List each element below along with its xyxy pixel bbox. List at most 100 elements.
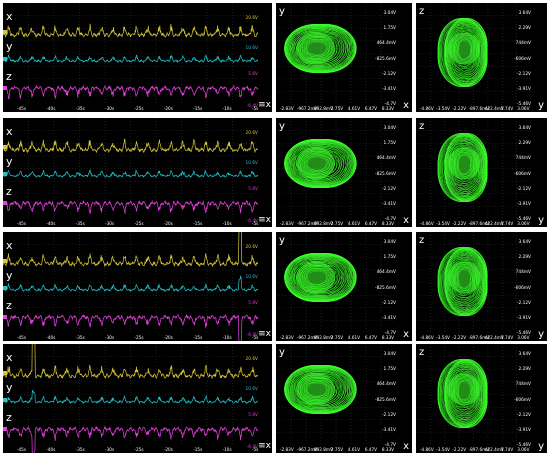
time-tick-label: -5s <box>252 221 259 226</box>
time-tick-label: -30s <box>105 106 115 111</box>
vertical-tick-label: 464.4mV <box>376 156 396 162</box>
vertical-tick-label: 744mV <box>515 270 531 276</box>
vertical-tick-label: -3.41V <box>381 86 396 92</box>
time-tick-label: -15s <box>193 221 203 226</box>
vertical-tick-label: -606mV <box>514 397 531 403</box>
z-scale-label: 5.6V <box>248 72 258 77</box>
scope-screen <box>416 344 531 445</box>
horizontal-tick-label: 3.06V <box>517 221 530 226</box>
scope-screen <box>416 232 531 333</box>
y-channel-marker <box>3 57 7 61</box>
horizontal-tick-label: -2.22V <box>452 221 467 226</box>
time-tick-label: -15s <box>193 335 203 340</box>
vertical-tick-label: -3.91V <box>516 86 531 92</box>
horizontal-tick-label: 8.33V <box>381 447 395 452</box>
z-axis-label: z <box>419 121 425 132</box>
time-tick-label: -25s <box>134 221 144 226</box>
x-trace <box>3 23 259 39</box>
vertical-tick-label: -606mV <box>514 171 531 177</box>
z-negative-scale-label: -6.4V <box>246 219 258 224</box>
time-domain-panel: x y z ≡x 20.6V 10.6V 5.6V -6.4V -45s -40s -35s -30s… <box>3 3 272 112</box>
vertical-tick-label: 2.29V <box>518 255 531 261</box>
x-channel-label: x <box>6 351 13 364</box>
y-scale-label: 10.6V <box>245 387 258 392</box>
y-channel-label: y <box>6 269 13 282</box>
time-tick-label: -35s <box>75 335 85 340</box>
z-channel-label: z <box>6 411 12 424</box>
y-axis-label: y <box>538 100 544 111</box>
x-trace <box>3 232 259 268</box>
horizontal-tick-label: -967.2mV <box>296 106 318 111</box>
attractor-trajectory <box>437 359 488 428</box>
y-channel-label: y <box>6 40 13 53</box>
horizontal-tick-label: -897.6mV <box>468 221 490 226</box>
time-tick-label: -45s <box>17 221 27 226</box>
y-trace <box>3 168 259 179</box>
vertical-tick-label: 464.4mV <box>376 270 396 276</box>
time-tick-label: -10s <box>222 221 232 226</box>
y-channel-marker <box>3 172 7 176</box>
time-tick-label: -20s <box>163 221 173 226</box>
horizontal-tick-label: -4.86V <box>420 106 434 111</box>
phase-portrait-z-vs-y: z y 3.64V 2.29V 744mV -606mV -2.12V -3.91V -5.46… <box>416 232 547 341</box>
time-domain-panel: x y z ≡x 20.6V 10.6V 5.6V -6.4V -45s -40s -35s -30s… <box>3 232 272 341</box>
capture-row: x y z ≡x 20.6V 10.6V 5.6V -6.4V -45s -40s -35s -30s… <box>0 232 550 342</box>
horizontal-tick-label: -2.22V <box>452 335 467 340</box>
vertical-tick-label: -825.6mV <box>375 56 396 62</box>
z-channel-marker <box>3 201 7 205</box>
horizontal-tick-label: 8.33V <box>381 106 395 111</box>
y-trace <box>3 274 259 292</box>
vertical-tick-label: -3.91V <box>516 201 531 207</box>
attractor-core <box>296 32 335 65</box>
horizontal-tick-label: 1.74V <box>501 447 514 452</box>
x-scale-label: 20.6V <box>245 245 258 250</box>
z-axis-label: z <box>419 235 425 246</box>
horizontal-tick-label: 1.74V <box>501 221 514 226</box>
horizontal-tick-label: -4.86V <box>420 335 434 340</box>
horizontal-tick-label: -2.22V <box>452 447 467 452</box>
time-tick-label: -10s <box>222 447 232 452</box>
vertical-tick-label: 464.4mV <box>376 382 396 388</box>
z-trace <box>3 425 259 453</box>
vertical-tick-label: -2.12V <box>516 300 531 306</box>
vertical-tick-label: 3.64V <box>518 126 531 131</box>
horizontal-tick-label: 892.8mV <box>313 335 333 340</box>
time-tick-label: -25s <box>134 106 144 111</box>
scope-screen <box>416 3 531 104</box>
y-axis-label: y <box>538 215 544 226</box>
vertical-tick-label: -3.41V <box>381 315 396 321</box>
capture-row: x y z ≡x 20.6V 10.6V 5.6V -6.4V -45s -40s -35s -30s… <box>0 3 550 113</box>
scope-screen <box>276 232 396 333</box>
horizontal-tick-label: 6.47V <box>364 221 378 226</box>
time-tick-label: -5s <box>252 447 259 452</box>
z-negative-scale-label: -6.4V <box>246 333 258 338</box>
phase-portrait-y-vs-x: y x 3.04V 1.75V 464.4mV -825.6mV -2.12V -3.41V -… <box>276 3 412 112</box>
y-trace <box>3 389 259 405</box>
z-channel-label: z <box>6 299 12 312</box>
y-axis-label: y <box>279 6 285 17</box>
attractor-core <box>448 261 481 294</box>
time-tick-label: -45s <box>17 106 27 111</box>
z-axis-label: z <box>419 347 425 358</box>
y-axis-label: y <box>279 347 285 358</box>
scope-screen <box>276 344 396 445</box>
phase-portrait-y-vs-x: y x 3.04V 1.75V 464.4mV -825.6mV -2.12V -3.41V -… <box>276 344 412 453</box>
x-axis-label: x <box>403 100 409 111</box>
vertical-tick-label: -606mV <box>514 285 531 291</box>
horizontal-tick-label: 2.75V <box>330 221 344 226</box>
attractor-trajectory <box>437 133 488 202</box>
z-trace <box>3 199 259 215</box>
horizontal-tick-label: 2.75V <box>330 447 344 452</box>
attractor-trajectory <box>437 247 488 316</box>
vertical-tick-label: -5.46V <box>516 443 531 448</box>
time-tick-label: -40s <box>46 106 56 111</box>
scope-screen <box>3 344 259 453</box>
vertical-tick-label: -4.7V <box>384 443 396 448</box>
y-axis-label: y <box>538 329 544 340</box>
vertical-tick-label: -5.46V <box>516 217 531 222</box>
x-channel-marker <box>3 259 7 263</box>
vertical-tick-label: 3.04V <box>383 352 396 357</box>
vertical-tick-label: -2.12V <box>516 412 531 418</box>
x-trace <box>3 344 259 380</box>
vertical-tick-label: 744mV <box>515 382 531 388</box>
